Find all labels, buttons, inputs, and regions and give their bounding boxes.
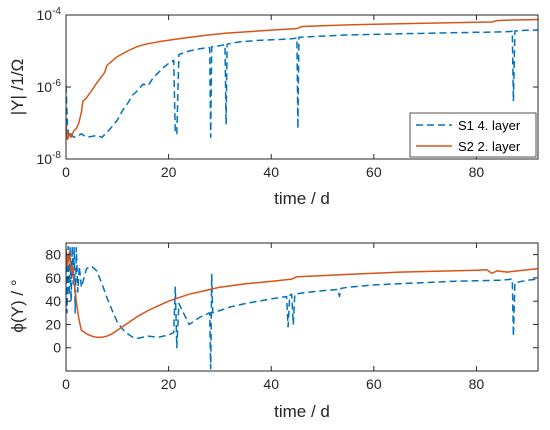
x-tick-label-top: 60 (366, 164, 382, 180)
series-line-s1-top (66, 29, 538, 139)
y-tick-label-top: 10-4 (37, 6, 62, 23)
x-axis-label-bottom: time / d (274, 402, 330, 421)
x-tick-label-bottom: 40 (263, 376, 279, 392)
phase-chart: 0 20 40 60 80 0 20 40 60 80 time / d ϕ(Y) / ° (8, 242, 539, 421)
legend-label-s2: S2 2. layer (458, 139, 521, 154)
x-tick-label-bottom: 60 (366, 376, 382, 392)
series-line-s2-bottom (66, 248, 538, 339)
x-tick-label-bottom: 80 (469, 376, 485, 392)
plot-area-bottom (66, 243, 538, 371)
x-tick-label-top: 80 (469, 164, 485, 180)
y-tick-label-bottom: 40 (45, 293, 61, 309)
series-line-s2-top (66, 18, 538, 141)
legend-label-s1: S1 4. layer (458, 118, 521, 133)
axes-frame-top (65, 14, 539, 160)
y-axis-label-bottom: ϕ(Y) / ° (8, 279, 27, 332)
x-tick-label-top: 40 (263, 164, 279, 180)
y-axis-label-top: |Y| /1/Ω (8, 59, 27, 116)
x-axis-label-top: time / d (274, 189, 330, 208)
legend: S1 4. layer S2 2. layer (409, 112, 537, 158)
y-tick-label-top: 10-8 (37, 150, 62, 167)
axes-frame-bottom (65, 242, 539, 372)
legend-box (409, 112, 537, 158)
y-tick-label-bottom: 60 (45, 270, 61, 286)
series-group-top (66, 18, 538, 141)
ticks-bottom: 0 20 40 60 80 0 20 40 60 80 (45, 243, 538, 392)
y-tick-label-bottom: 0 (53, 340, 61, 356)
x-tick-label-top: 20 (161, 164, 177, 180)
series-group-bottom (66, 245, 538, 370)
y-tick-label-bottom: 80 (45, 247, 61, 263)
x-tick-label-bottom: 20 (161, 376, 177, 392)
y-tick-label-bottom: 20 (45, 316, 61, 332)
x-tick-label-bottom: 0 (62, 376, 70, 392)
y-tick-label-top: 10-6 (37, 78, 62, 95)
x-tick-label-top: 0 (62, 164, 70, 180)
series-line-s1-bottom (66, 245, 538, 370)
